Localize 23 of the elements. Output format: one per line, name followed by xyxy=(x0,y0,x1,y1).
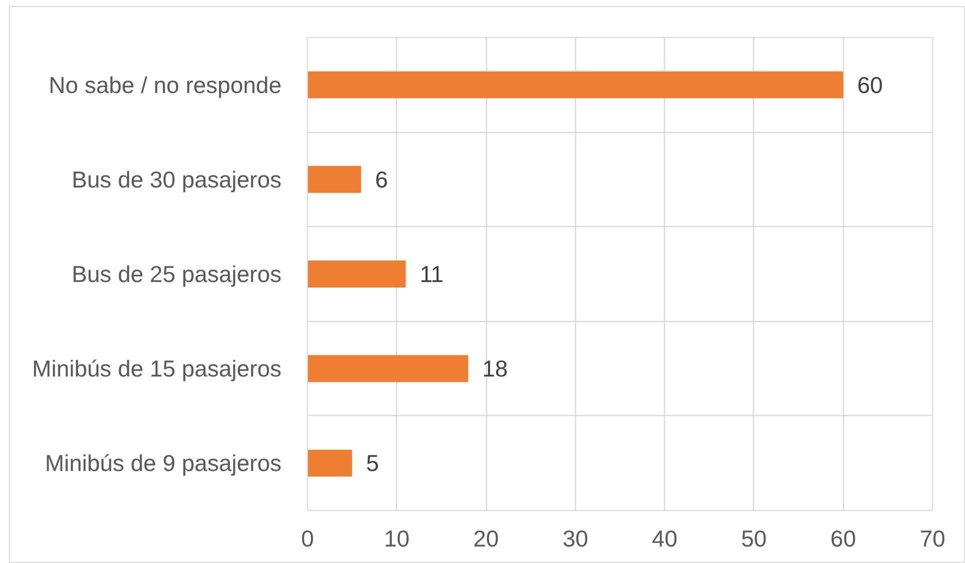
x-tick-label: 50 xyxy=(741,526,767,552)
x-tick-label: 0 xyxy=(301,526,314,552)
bar xyxy=(308,450,352,477)
x-tick-label: 60 xyxy=(830,526,856,552)
y-tick-label: Bus de 30 pasajeros xyxy=(72,166,282,192)
x-tick-label: 10 xyxy=(384,526,410,552)
x-tick-label: 70 xyxy=(920,526,946,552)
y-tick-label: Minibús de 15 pasajeros xyxy=(32,356,282,382)
bar xyxy=(308,260,406,288)
y-tick-label: No sabe / no responde xyxy=(48,72,282,98)
x-tick-label: 40 xyxy=(652,526,678,552)
y-tick-label: Minibús de 9 pasajeros xyxy=(44,450,282,476)
bar xyxy=(308,71,844,98)
bar xyxy=(308,355,468,382)
data-label: 11 xyxy=(420,261,444,287)
data-label: 6 xyxy=(375,166,388,192)
data-label: 5 xyxy=(366,450,379,476)
x-tick-label: 20 xyxy=(473,526,499,552)
y-tick-label: Bus de 25 pasajeros xyxy=(72,261,282,287)
x-tick-label: 30 xyxy=(562,526,588,552)
data-label: 60 xyxy=(857,72,883,98)
bar xyxy=(308,166,362,193)
data-label: 18 xyxy=(482,356,508,382)
